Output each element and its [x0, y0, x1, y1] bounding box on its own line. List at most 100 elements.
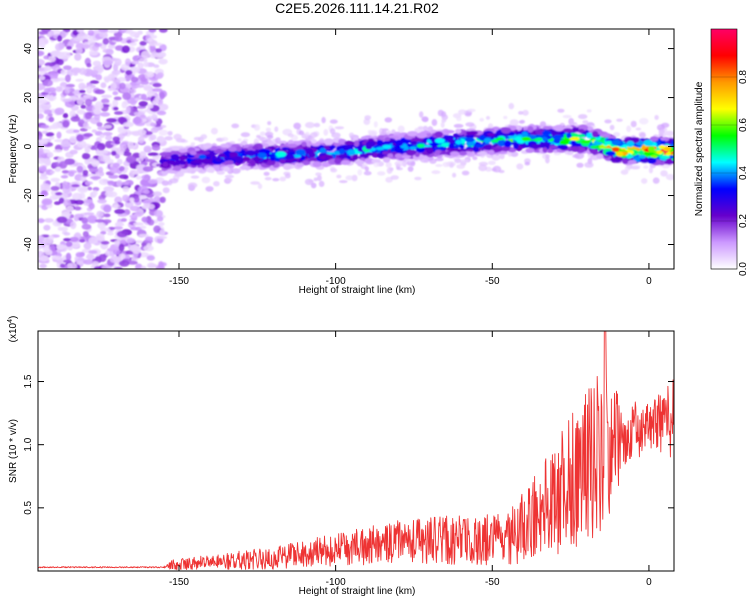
noise-cell: [122, 121, 134, 128]
signal-cell: [334, 158, 342, 165]
signal-cell: [352, 136, 359, 141]
noise-cell: [56, 131, 62, 139]
snr-frame: [37, 330, 675, 572]
halo-cell: [390, 175, 399, 180]
noise-cell: [44, 249, 53, 256]
halo-cell: [507, 151, 513, 157]
halo-cell: [441, 118, 447, 123]
signal-cell: [548, 145, 560, 149]
signal-cell: [382, 157, 391, 163]
signal-cell: [643, 151, 655, 156]
noise-cell: [103, 213, 111, 218]
noise-cell: [142, 166, 154, 172]
signal-cell: [434, 146, 445, 151]
signal-cell: [411, 141, 418, 145]
halo-cell: [402, 160, 407, 167]
signal-cell: [450, 151, 460, 157]
noise-cell: [125, 106, 131, 114]
halo-cell: [164, 136, 173, 141]
noise-cell: [148, 179, 158, 184]
noise-cell: [88, 202, 95, 210]
noise-cell: [86, 62, 92, 68]
noise-cell: [77, 186, 89, 193]
noise-cell: [54, 201, 61, 206]
noise-cell: [151, 114, 158, 120]
noise-cell: [74, 53, 82, 61]
halo-cell: [499, 153, 505, 160]
halo-cell: [265, 127, 271, 132]
noise-cell: [152, 99, 160, 104]
signal-cell: [202, 143, 212, 149]
signal-cell: [578, 128, 585, 133]
noise-cell: [43, 109, 52, 115]
halo-cell: [266, 135, 274, 139]
noise-cell: [66, 205, 74, 212]
signal-cell: [206, 166, 215, 173]
signal-cell: [455, 128, 462, 134]
signal-cell: [319, 147, 326, 154]
noise-cell: [131, 60, 140, 65]
signal-cell: [440, 142, 451, 148]
signal-cell: [198, 154, 206, 160]
noise-cell: [69, 149, 78, 155]
noise-cell: [76, 165, 84, 173]
noise-cell: [39, 98, 48, 104]
halo-cell: [459, 159, 470, 163]
signal-cell: [464, 137, 475, 142]
halo-cell: [452, 172, 457, 178]
signal-cell: [376, 153, 385, 158]
noise-cell: [119, 239, 127, 245]
signal-cell: [309, 157, 317, 162]
noise-cell: [114, 58, 122, 66]
halo-cell: [381, 129, 387, 135]
signal-cell: [301, 141, 307, 147]
noise-cell: [114, 111, 124, 115]
colorbar-ticks: 0.0 0.2 0.4 0.6 0.8: [711, 70, 749, 276]
noise-cell: [121, 45, 131, 53]
noise-cell: [42, 237, 53, 245]
signal-cell: [245, 150, 257, 157]
signal-cell: [258, 149, 267, 153]
noise-cell: [87, 186, 93, 191]
halo-cell: [609, 124, 615, 131]
noise-cell: [82, 231, 89, 238]
signal-cell: [608, 135, 617, 140]
snr-multiplier-label: (x104): [7, 316, 19, 343]
signal-cell: [434, 150, 441, 155]
noise-cell: [147, 262, 156, 269]
snr-x-tick-label: -100: [326, 577, 346, 588]
halo-cell: [384, 117, 393, 123]
signal-cell: [527, 126, 534, 133]
noise-cell: [62, 259, 72, 263]
signal-cell: [265, 162, 274, 166]
halo-cell: [274, 126, 279, 132]
halo-cell: [173, 133, 182, 140]
snr-y-tick-label: 1.5: [23, 374, 34, 388]
signal-cell: [543, 125, 552, 130]
noise-cell: [87, 215, 97, 223]
noise-cell: [62, 113, 69, 119]
noise-cell: [147, 203, 155, 210]
halo-cell: [584, 162, 594, 168]
halo-cell: [364, 166, 369, 172]
halo-cell: [509, 119, 519, 126]
noise-cell: [64, 184, 70, 190]
colorbar-tick-label: 0.4: [738, 166, 749, 180]
noise-cell: [114, 45, 125, 51]
halo-cell: [578, 114, 588, 120]
signal-cell: [508, 131, 516, 136]
signal-cell: [344, 140, 355, 146]
noise-cell: [120, 218, 127, 222]
noise-cell: [48, 55, 56, 63]
signal-cell: [616, 151, 624, 157]
halo-cell: [301, 133, 309, 139]
halo-cell: [313, 122, 321, 128]
noise-cell: [113, 248, 121, 255]
noise-cell: [129, 66, 141, 74]
noise-cell: [145, 236, 154, 241]
signal-cell: [559, 139, 570, 145]
halo-cell: [639, 117, 649, 125]
halo-cell: [545, 154, 550, 159]
halo-cell: [397, 125, 405, 133]
